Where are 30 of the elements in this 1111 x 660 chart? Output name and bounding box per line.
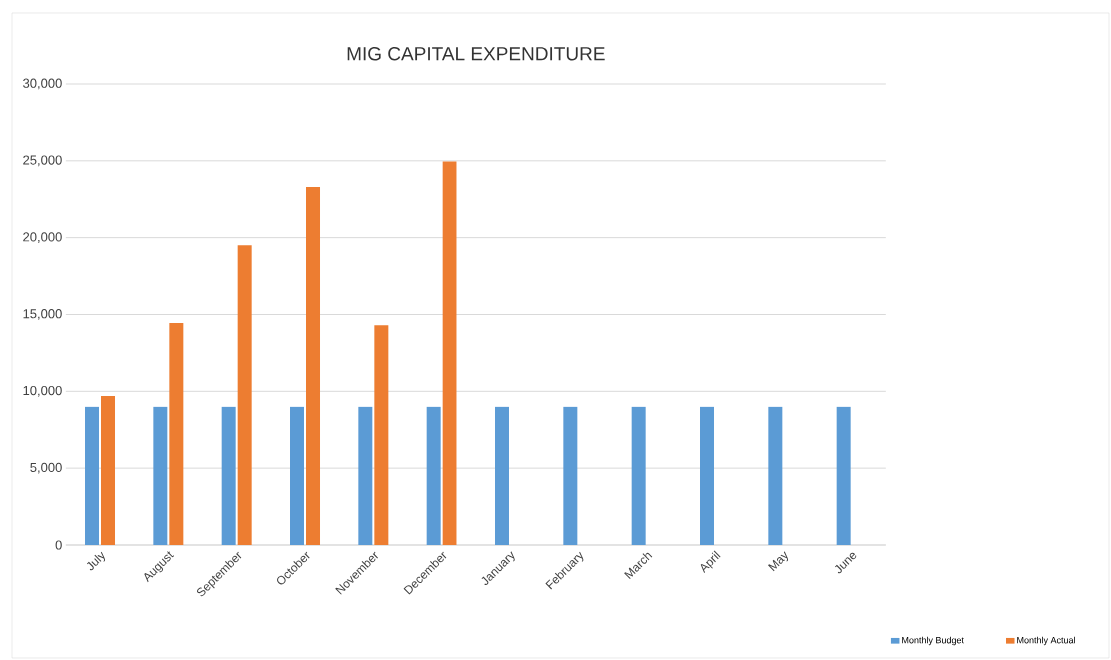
y-tick-label: 30,000 [23,78,62,90]
bar [153,406,168,545]
bar [169,322,184,545]
y-tick-label: 5,000 [30,462,62,474]
bar [306,186,321,545]
bar [768,406,783,545]
bar [374,325,389,545]
x-tick-label: July [86,551,106,571]
bar [836,406,851,545]
bar [290,406,305,545]
bar [495,406,509,545]
chart-title: MIG CAPITAL EXPENDITURE [347,47,605,61]
bar [563,406,578,545]
bar [442,161,457,545]
y-tick-label: 0 [55,540,62,550]
y-tick-label: 20,000 [23,232,62,244]
bar [631,406,646,545]
legend-label: Monthly Budget [902,636,964,646]
y-tick-label: 25,000 [23,155,62,167]
bar [221,406,236,545]
bar [101,395,116,545]
legend-label: Monthly Actual [1017,636,1075,646]
bar [237,245,252,545]
x-tick-label: May [768,551,789,572]
bar [700,406,714,545]
y-tick-label: 10,000 [23,385,62,397]
bar [358,406,373,545]
y-tick-label: 15,000 [23,309,62,320]
bar [426,406,441,545]
bar [85,406,100,545]
